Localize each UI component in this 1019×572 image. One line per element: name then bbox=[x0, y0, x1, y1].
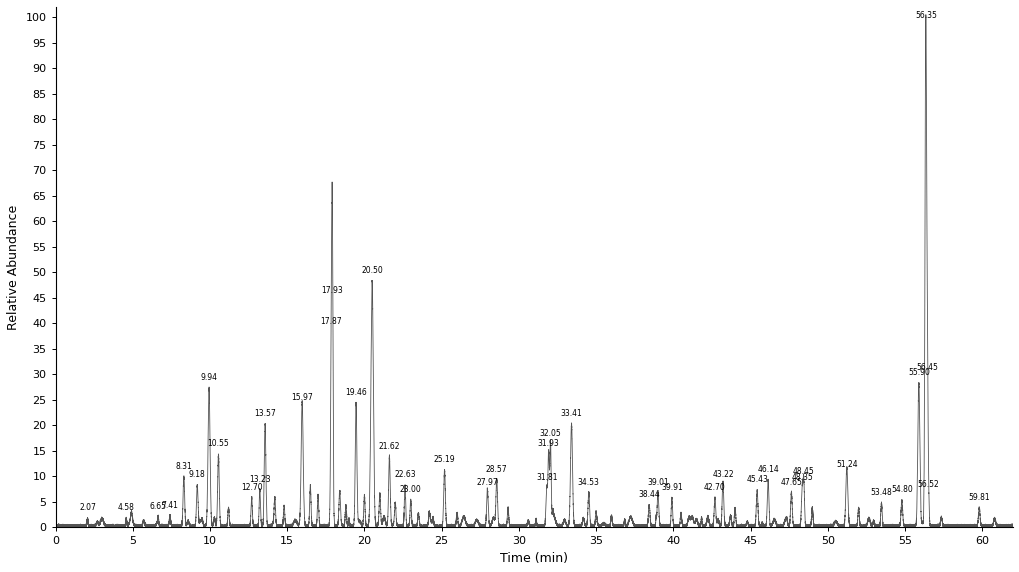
Text: 53.48: 53.48 bbox=[870, 488, 892, 497]
Text: 32.05: 32.05 bbox=[539, 429, 560, 438]
Text: 45.43: 45.43 bbox=[746, 475, 767, 484]
Text: 23.00: 23.00 bbox=[399, 485, 421, 494]
Text: 17.87: 17.87 bbox=[320, 317, 342, 326]
Text: 39.91: 39.91 bbox=[660, 483, 682, 492]
Text: 54.80: 54.80 bbox=[891, 485, 912, 494]
Text: 46.14: 46.14 bbox=[756, 465, 779, 474]
Text: 43.22: 43.22 bbox=[711, 470, 733, 479]
Text: 51.24: 51.24 bbox=[836, 460, 857, 469]
Text: 25.19: 25.19 bbox=[433, 455, 454, 464]
Text: 56.35: 56.35 bbox=[914, 11, 935, 19]
Text: 6.65: 6.65 bbox=[150, 502, 166, 511]
Text: 2.07: 2.07 bbox=[79, 503, 96, 512]
Text: 47.65: 47.65 bbox=[780, 478, 802, 487]
Text: 56.52: 56.52 bbox=[917, 480, 938, 489]
Text: 39.01: 39.01 bbox=[646, 478, 668, 487]
Text: 20.50: 20.50 bbox=[361, 266, 382, 275]
Text: 56.45: 56.45 bbox=[915, 363, 937, 372]
Text: 31.93: 31.93 bbox=[537, 439, 559, 448]
Text: 7.41: 7.41 bbox=[161, 500, 178, 510]
Text: 10.55: 10.55 bbox=[208, 439, 229, 448]
Text: 21.62: 21.62 bbox=[378, 442, 399, 451]
Text: 4.58: 4.58 bbox=[118, 503, 135, 512]
X-axis label: Time (min): Time (min) bbox=[499, 552, 568, 565]
Text: 12.70: 12.70 bbox=[240, 483, 262, 492]
Text: 13.23: 13.23 bbox=[249, 475, 270, 484]
Text: 13.57: 13.57 bbox=[254, 409, 276, 418]
Y-axis label: Relative Abundance: Relative Abundance bbox=[7, 205, 20, 330]
Text: 9.18: 9.18 bbox=[189, 470, 206, 479]
Text: 48.35: 48.35 bbox=[791, 472, 812, 482]
Text: 48.45: 48.45 bbox=[792, 467, 814, 476]
Text: 34.53: 34.53 bbox=[578, 478, 599, 487]
Text: 31.81: 31.81 bbox=[536, 472, 557, 482]
Text: 19.46: 19.46 bbox=[344, 388, 367, 398]
Text: 15.97: 15.97 bbox=[291, 394, 313, 403]
Text: 55.90: 55.90 bbox=[907, 368, 929, 377]
Text: 38.44: 38.44 bbox=[638, 490, 659, 499]
Text: 22.63: 22.63 bbox=[393, 470, 416, 479]
Text: 9.94: 9.94 bbox=[201, 373, 217, 382]
Text: 8.31: 8.31 bbox=[175, 462, 192, 471]
Text: 27.97: 27.97 bbox=[476, 478, 498, 487]
Text: 42.70: 42.70 bbox=[703, 483, 726, 492]
Text: 28.57: 28.57 bbox=[485, 465, 507, 474]
Text: 59.81: 59.81 bbox=[967, 493, 989, 502]
Text: 33.41: 33.41 bbox=[560, 409, 582, 418]
Text: 17.93: 17.93 bbox=[321, 286, 343, 295]
